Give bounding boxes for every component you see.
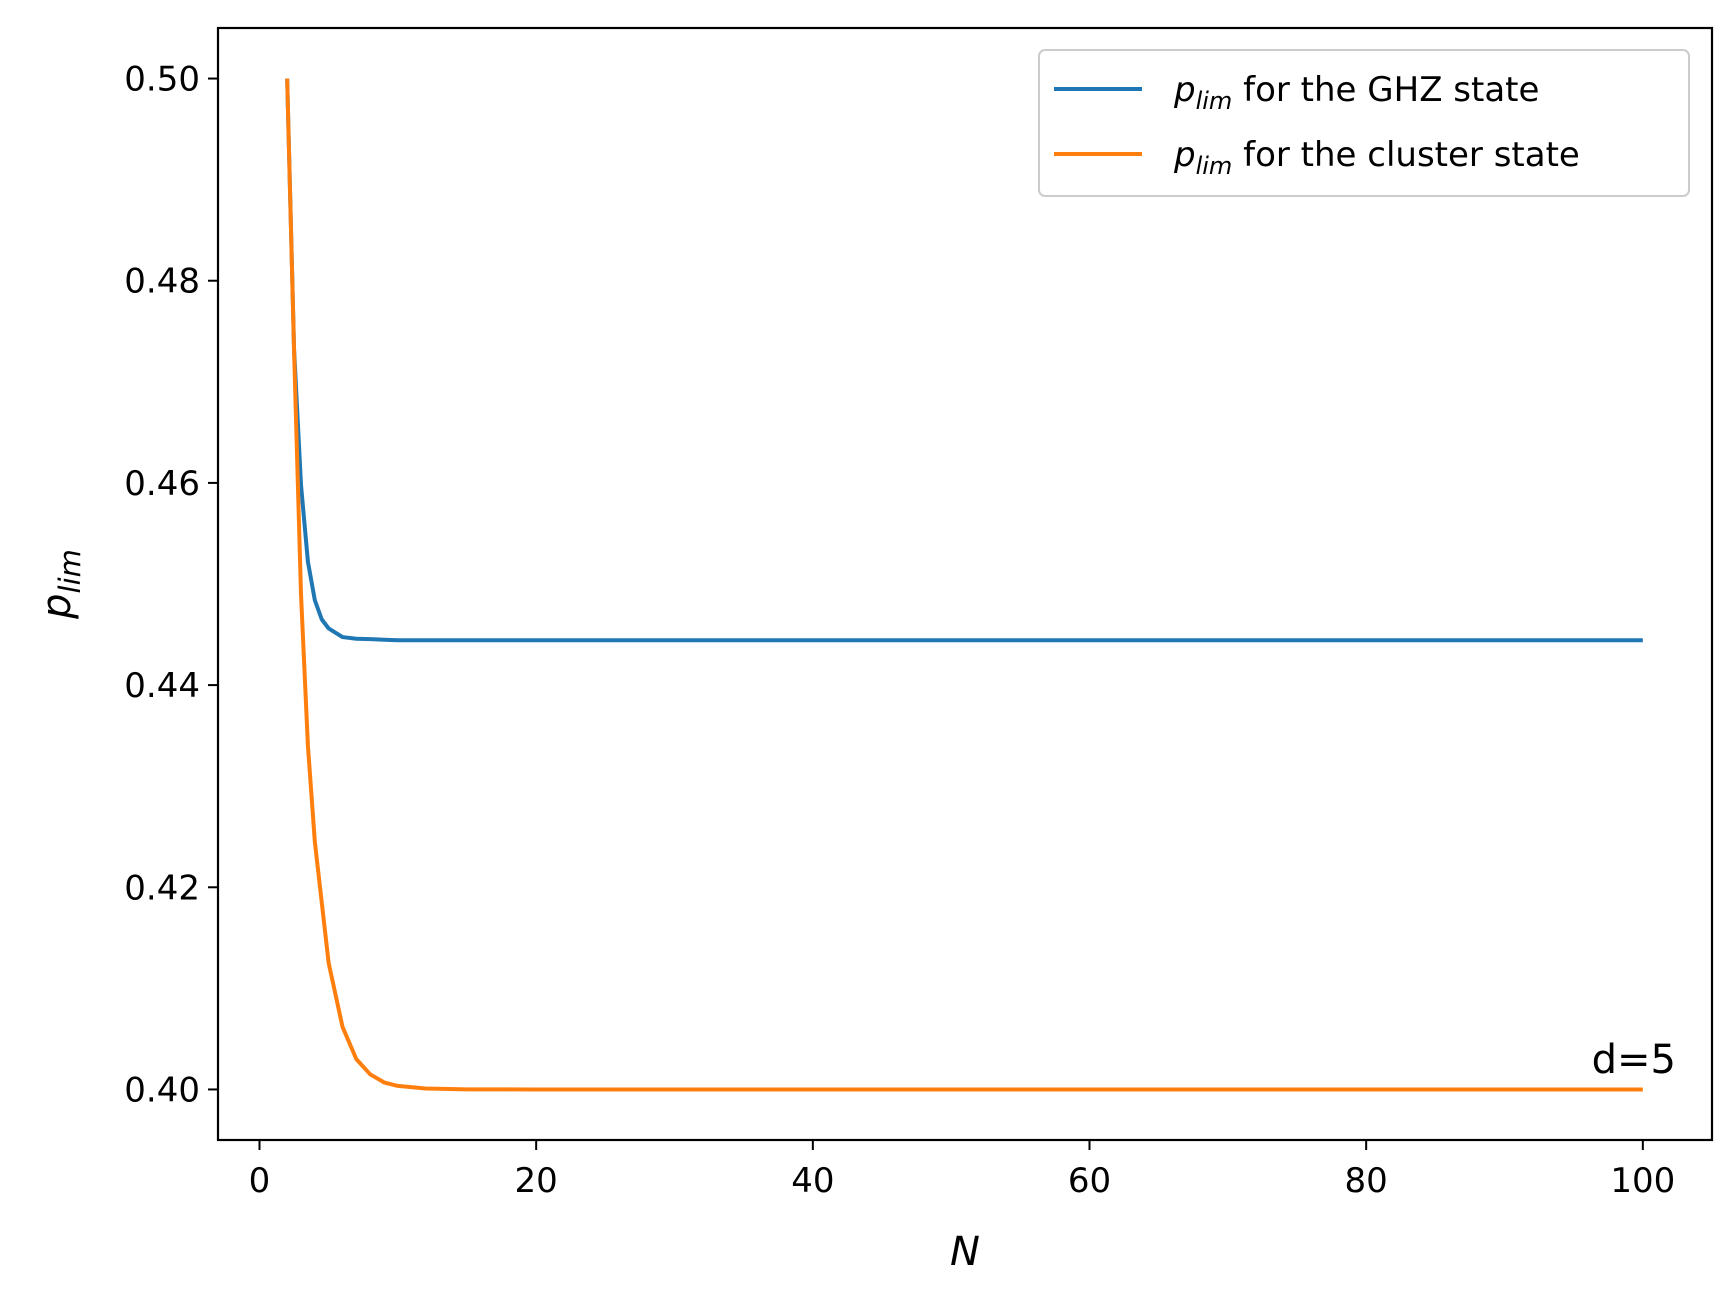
y-axis-title-main: p bbox=[34, 593, 80, 619]
x-tick-label: 60 bbox=[1068, 1161, 1111, 1201]
legend-label-cluster: plim for the cluster state bbox=[1173, 135, 1580, 180]
x-tick-label: 20 bbox=[515, 1161, 558, 1201]
series-line-ghz bbox=[285, 78, 1643, 643]
x-axis-title: N bbox=[950, 1229, 980, 1275]
y-tick-label: 0.48 bbox=[124, 262, 200, 302]
x-axis: 0 20 40 60 80 100 bbox=[249, 1140, 1675, 1201]
y-tick-label: 0.44 bbox=[124, 666, 200, 706]
x-tick-label: 40 bbox=[791, 1161, 834, 1201]
y-axis: 0.40 0.42 0.44 0.46 0.48 0.50 bbox=[124, 60, 218, 1110]
y-axis-title-sub: lim bbox=[53, 549, 87, 593]
legend-label-ghz-sub: lim bbox=[1196, 87, 1233, 115]
series-layer bbox=[285, 78, 1643, 1092]
y-tick-label: 0.50 bbox=[124, 60, 200, 100]
legend: plim for the GHZ state plim for the clus… bbox=[1038, 49, 1690, 197]
y-tick-label: 0.40 bbox=[124, 1070, 200, 1110]
legend-label-cluster-main: p bbox=[1173, 135, 1196, 175]
y-tick-label: 0.46 bbox=[124, 464, 200, 504]
annotation-d: d=5 bbox=[1592, 1037, 1676, 1083]
legend-label-ghz-rest: for the GHZ state bbox=[1232, 70, 1539, 110]
legend-label-ghz-main: p bbox=[1173, 70, 1196, 110]
series-line-cluster bbox=[285, 78, 1643, 1092]
legend-label-cluster-rest: for the cluster state bbox=[1232, 135, 1580, 175]
y-tick-label: 0.42 bbox=[124, 868, 200, 908]
x-tick-label: 100 bbox=[1610, 1161, 1675, 1201]
x-tick-label: 80 bbox=[1345, 1161, 1388, 1201]
x-tick-label: 0 bbox=[249, 1161, 271, 1201]
legend-box bbox=[1038, 49, 1690, 197]
legend-label-ghz: plim for the GHZ state bbox=[1173, 70, 1539, 115]
y-axis-title: plim bbox=[34, 549, 87, 620]
plot-frame bbox=[216, 26, 1714, 1142]
legend-label-cluster-sub: lim bbox=[1196, 152, 1233, 180]
